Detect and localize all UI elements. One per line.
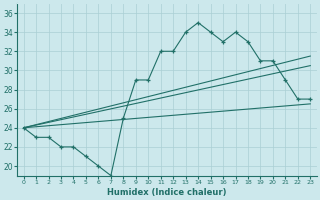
X-axis label: Humidex (Indice chaleur): Humidex (Indice chaleur)	[107, 188, 227, 197]
